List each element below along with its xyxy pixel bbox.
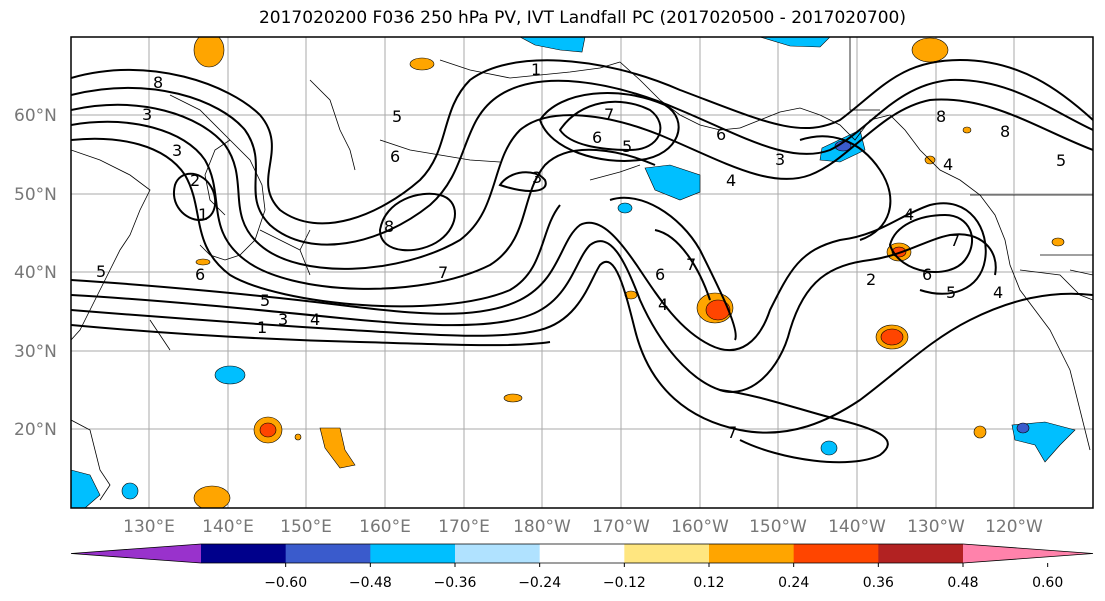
- lon-label: 140°E: [202, 517, 254, 537]
- colorbar: −0.60 −0.48 −0.36 −0.24 −0.12 0.12 0.24 0.36 0.4…: [70, 543, 1094, 591]
- colorbar-extension-low: [71, 544, 201, 563]
- colorbar-segment: [709, 544, 795, 563]
- contour-label: 4: [310, 310, 320, 329]
- contour-label: 1: [531, 60, 541, 79]
- contour-label: 2: [190, 171, 200, 190]
- contour-label: 5: [1056, 151, 1066, 170]
- colorbar-tick-label: 0.36: [863, 575, 894, 591]
- colorbar-tick-label: 0.24: [778, 575, 809, 591]
- contour-label: 1: [257, 318, 267, 337]
- contour-label: 5: [392, 107, 402, 126]
- gridlines: [71, 37, 1093, 508]
- lat-label: 60°N: [14, 106, 57, 126]
- latitude-labels: 60°N 50°N 40°N 30°N 20°N: [14, 106, 57, 440]
- contour-label: 6: [592, 128, 602, 147]
- lon-label: 120°W: [985, 517, 1043, 537]
- shaded-patches: [71, 37, 1076, 508]
- lon-label: 150°E: [280, 517, 332, 537]
- contour-label: 7: [686, 255, 696, 274]
- contour-label: 5: [260, 291, 270, 310]
- contour-label: 3: [142, 105, 152, 124]
- contour-label: 6: [655, 265, 665, 284]
- colorbar-tick-label: 0.12: [693, 575, 724, 591]
- lon-label: 150°W: [749, 517, 807, 537]
- contour-label: 7: [604, 105, 614, 124]
- colorbar-segment: [539, 544, 625, 563]
- contour-label: 7: [950, 231, 960, 250]
- colorbar-segment: [370, 544, 456, 563]
- lon-label: 130°W: [907, 517, 965, 537]
- longitude-labels: 130°E 140°E 150°E 160°E 170°E 180°W 170°…: [123, 517, 1043, 537]
- contour-label: 6: [922, 265, 932, 284]
- contour-label: 5: [96, 262, 106, 281]
- colorbar-segment: [201, 544, 287, 563]
- contour-label: 4: [726, 171, 736, 190]
- colorbar-segment: [624, 544, 710, 563]
- lon-label: 170°E: [438, 517, 490, 537]
- lon-label: 180°W: [513, 517, 571, 537]
- colorbar-extension-high: [963, 544, 1093, 563]
- lon-label: 160°E: [359, 517, 411, 537]
- contour-label: 8: [1000, 122, 1010, 141]
- colorbar-tick-label: −0.36: [434, 575, 477, 591]
- pv-contours: [71, 58, 1093, 464]
- contour-label: 8: [936, 107, 946, 126]
- contour-label: 5: [622, 137, 632, 156]
- lon-label: 140°W: [828, 517, 886, 537]
- contour-label: 2: [866, 270, 876, 289]
- contour-label: 7: [438, 263, 448, 282]
- contour-label: 8: [153, 73, 163, 92]
- colorbar-segment: [285, 544, 371, 563]
- contour-label: 6: [716, 125, 726, 144]
- colorbar-tick-label: −0.24: [518, 575, 561, 591]
- colorbar-tick-label: −0.12: [603, 575, 646, 591]
- contour-label: 6: [390, 147, 400, 166]
- contour-label: 7: [727, 423, 737, 442]
- lat-label: 50°N: [14, 185, 57, 205]
- plot-frame: [70, 36, 1094, 509]
- lat-label: 40°N: [14, 263, 57, 283]
- contour-label: 3: [775, 150, 785, 169]
- lat-label: 30°N: [14, 342, 57, 362]
- contour-label: 3: [172, 141, 182, 160]
- lat-label: 20°N: [14, 420, 57, 440]
- lon-label: 160°W: [671, 517, 729, 537]
- colorbar-outline: [70, 543, 1094, 564]
- map-title: 2017020200 F036 250 hPa PV, IVT Landfall…: [258, 8, 906, 28]
- colorbar-segment: [793, 544, 879, 563]
- contour-label: 5: [946, 283, 956, 302]
- contour-label: 4: [904, 205, 914, 224]
- colorbar-tick-label: 0.60: [1032, 575, 1063, 591]
- contour-label: 8: [384, 217, 394, 236]
- colorbar-tick-label: 0.48: [947, 575, 978, 591]
- contour-label: 6: [195, 265, 205, 284]
- contour-label: 4: [658, 295, 668, 314]
- colorbar-segment: [878, 544, 964, 563]
- lon-label: 130°E: [123, 517, 175, 537]
- colorbar-segment: [455, 544, 541, 563]
- contour-label: 1: [198, 205, 208, 224]
- lon-label: 170°W: [592, 517, 650, 537]
- coastlines: [71, 37, 1093, 501]
- contour-label: 4: [993, 283, 1003, 302]
- colorbar-tick-label: −0.48: [349, 575, 392, 591]
- contour-label: 4: [943, 155, 953, 174]
- contour-labels: 8 3 3 2 1 5 6 5 3 1 8 6 5 4 7 6 5 3 1 7 …: [96, 60, 1066, 442]
- contour-label: 3: [532, 168, 542, 187]
- contour-label: 3: [278, 310, 288, 329]
- colorbar-tick-label: −0.60: [264, 575, 307, 591]
